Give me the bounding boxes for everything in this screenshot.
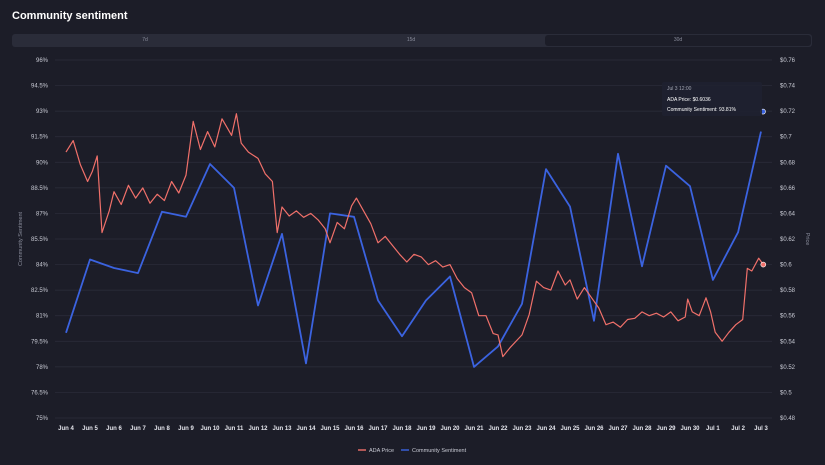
x-tick-label: Jun 5 [82,426,98,432]
x-tick-label: Jun 16 [344,426,364,432]
x-tick-label: Jun 28 [632,426,652,432]
x-tick-label: Jun 24 [536,426,556,432]
legend-label-sentiment: Community Sentiment [412,448,467,454]
price-series-line [65,113,764,358]
x-tick-label: Jun 23 [512,426,532,432]
x-tick-label: Jun 29 [656,426,676,432]
y-left-tick: 78% [36,365,49,371]
y-left-tick: 85.5% [31,237,49,243]
x-tick-label: Jun 26 [584,426,604,432]
x-tick-label: Jun 13 [272,426,292,432]
x-tick-label: Jun 12 [248,426,268,432]
x-tick-label: Jun 25 [560,426,580,432]
tab-7d[interactable]: 7d [142,37,148,43]
x-tick-label: Jun 20 [440,426,460,432]
x-tick-label: Jul 3 [754,426,768,432]
legend-label-price: ADA Price [369,448,394,454]
y-right-tick: $0.72 [780,109,796,115]
x-tick-label: Jun 4 [58,426,74,432]
sentiment-series-line [65,131,762,368]
y-right-tick: $0.56 [780,314,796,320]
y-right-tick: $0.62 [780,237,796,243]
y-left-tick: 76.5% [31,390,49,396]
x-tick-label: Jun 14 [296,426,316,432]
price-hover-marker [760,261,767,268]
x-tick-label: Jun 21 [464,426,484,432]
y-left-tick: 75% [36,416,49,422]
y-right-tick: $0.5 [780,390,792,396]
y-right-tick: $0.66 [780,186,796,192]
tab-30d[interactable]: 30d [545,35,811,46]
y-right-tick: $0.7 [780,135,792,141]
y-left-tick: 79.5% [31,339,49,345]
y-left-tick: 91.5% [31,135,49,141]
y-right-tick: $0.58 [780,288,796,294]
tab-15d[interactable]: 15d [406,37,416,43]
tooltip-box [662,82,762,116]
x-tick-label: Jun 10 [200,426,220,432]
y-left-tick: 94.5% [31,84,49,90]
y-right-tick: $0.54 [780,339,796,345]
y-left-tick: 84% [36,263,49,269]
y-left-tick: 96% [36,58,49,64]
y-right-tick: $0.74 [780,84,796,90]
x-tick-label: Jul 1 [706,426,720,432]
x-tick-label: Jun 22 [488,426,508,432]
y-right-tick: $0.52 [780,365,796,371]
y-left-tick: 90% [36,160,49,166]
x-tick-label: Jun 19 [416,426,436,432]
time-range-tabs: 7d 15d 30d [12,34,812,47]
x-tick-label: Jun 8 [154,426,170,432]
x-tick-label: Jun 7 [130,426,146,432]
tooltip-date: Jul 3 12:00 [667,86,692,92]
tooltip-price: ADA Price: $0.6036 [667,97,711,103]
x-tick-label: Jun 17 [368,426,388,432]
y-right-tick: $0.68 [780,160,796,166]
x-tick-label: Jun 18 [392,426,412,432]
x-tick-label: Jun 27 [608,426,628,432]
y-left-axis-title: Community Sentiment [18,211,24,266]
y-right-tick: $0.64 [780,211,796,217]
y-left-tick: 87% [36,211,49,217]
y-left-tick: 81% [36,314,49,320]
x-tick-label: Jun 11 [225,426,244,432]
y-right-tick: $0.76 [780,58,796,64]
y-right-axis-title: Price [804,233,810,246]
x-tick-label: Jun 9 [178,426,194,432]
x-tick-label: Jun 6 [106,426,122,432]
tooltip-sentiment: Community Sentiment: 93.81% [667,107,736,113]
y-left-tick: 82.5% [31,288,49,294]
page-title: Community sentiment [12,10,128,22]
x-tick-label: Jun 15 [320,426,340,432]
y-left-tick: 88.5% [31,186,49,192]
y-left-tick: 93% [36,109,49,115]
y-right-tick: $0.6 [780,263,792,269]
y-right-tick: $0.48 [780,416,796,422]
x-tick-label: Jun 30 [680,426,700,432]
x-tick-label: Jul 2 [731,426,745,432]
